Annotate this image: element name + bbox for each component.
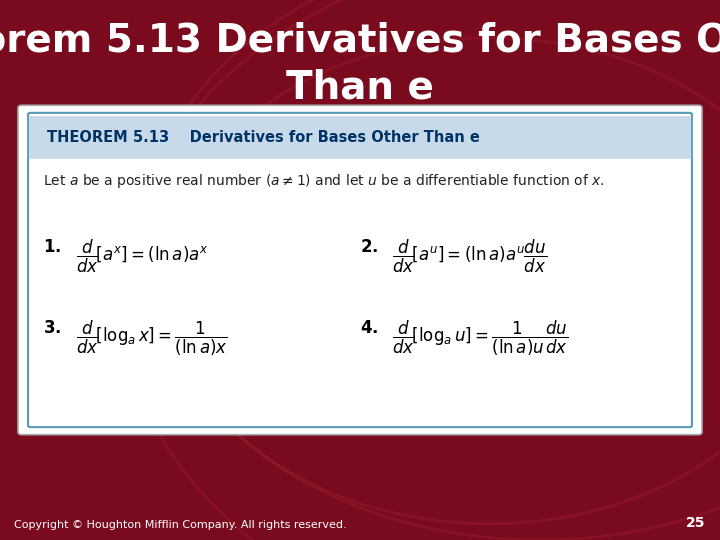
Text: 25: 25 (686, 516, 706, 530)
Text: THEOREM 5.13    Derivatives for Bases Other Than e: THEOREM 5.13 Derivatives for Bases Other… (47, 130, 480, 145)
Text: $\mathbf{2.}$: $\mathbf{2.}$ (360, 238, 378, 255)
FancyBboxPatch shape (18, 105, 702, 435)
Text: $\dfrac{d}{dx}\!\left[a^{x}\right] = (\ln a)a^{x}$: $\dfrac{d}{dx}\!\left[a^{x}\right] = (\l… (76, 238, 208, 275)
Text: $\mathbf{3.}$: $\mathbf{3.}$ (43, 319, 61, 336)
FancyBboxPatch shape (29, 116, 691, 159)
Text: $\dfrac{d}{dx}\!\left[\log_{a} x\right] = \dfrac{1}{(\ln a)x}$: $\dfrac{d}{dx}\!\left[\log_{a} x\right] … (76, 319, 228, 358)
Text: $\mathbf{4.}$: $\mathbf{4.}$ (360, 319, 378, 336)
Text: Copyright © Houghton Mifflin Company. All rights reserved.: Copyright © Houghton Mifflin Company. Al… (14, 520, 347, 530)
Text: Let $a$ be a positive real number $(a \neq 1)$ and let $u$ be a differentiable f: Let $a$ be a positive real number $(a \n… (43, 172, 605, 190)
Text: $\dfrac{d}{dx}\!\left[\log_{a} u\right] = \dfrac{1}{(\ln a)u}\dfrac{du}{dx}$: $\dfrac{d}{dx}\!\left[\log_{a} u\right] … (392, 319, 569, 358)
Text: Theorem 5.13 Derivatives for Bases Other
Than e: Theorem 5.13 Derivatives for Bases Other… (0, 22, 720, 106)
Text: $\mathbf{1.}$: $\mathbf{1.}$ (43, 238, 61, 255)
Text: $\dfrac{d}{dx}\!\left[a^{u}\right] = (\ln a)a^{u}\dfrac{du}{dx}$: $\dfrac{d}{dx}\!\left[a^{u}\right] = (\l… (392, 238, 547, 275)
